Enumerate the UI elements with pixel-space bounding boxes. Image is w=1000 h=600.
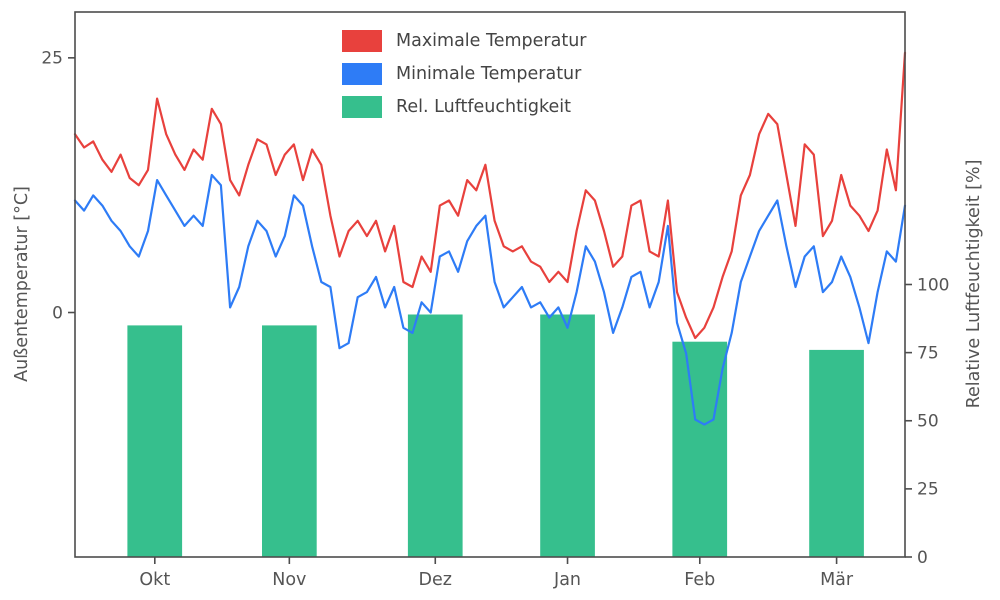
month-tick-label-Mär: Mär — [820, 570, 854, 590]
humidity-bar-Okt — [127, 325, 183, 557]
humidity-swatch — [342, 96, 382, 118]
humidity-bar-Mär — [809, 349, 864, 557]
right-tick-label: 100 — [917, 275, 949, 295]
humidity-bar-Nov — [262, 325, 317, 557]
month-tick-label-Feb: Feb — [684, 570, 715, 590]
legend-label-min-temp: Minimale Temperatur — [396, 64, 582, 84]
month-tick-label-Nov: Nov — [272, 570, 306, 590]
right-tick-label: 75 — [917, 343, 939, 363]
max-temp-line — [73, 51, 907, 340]
legend-item-min-temp: Minimale Temperatur — [342, 63, 586, 85]
humidity-bar-Jan — [540, 314, 595, 557]
month-tick-label-Dez: Dez — [419, 570, 452, 590]
month-tick-label-Jan: Jan — [553, 570, 581, 590]
legend-label-humidity: Rel. Luftfeuchtigkeit — [396, 97, 571, 117]
legend-label-max-temp: Maximale Temperatur — [396, 31, 587, 51]
right-tick-label: 0 — [917, 548, 928, 568]
max-temp-swatch — [342, 30, 382, 52]
humidity-bar-Feb — [672, 341, 728, 557]
legend-item-max-temp: Maximale Temperatur — [342, 30, 586, 52]
left-axis-title: Außentemperatur [°C] — [12, 186, 32, 382]
right-axis-title: Relative Luftfeuchtigkeit [%] — [964, 159, 984, 409]
legend-item-humidity: Rel. Luftfeuchtigkeit — [342, 96, 586, 118]
min-temp-line — [73, 173, 907, 426]
right-tick-label: 25 — [917, 480, 939, 500]
left-tick-label: 25 — [41, 49, 63, 69]
humidity-bar-Dez — [407, 314, 463, 557]
month-tick-label-Okt: Okt — [139, 570, 170, 590]
left-tick-label: 0 — [52, 303, 63, 323]
min-temp-swatch — [342, 63, 382, 85]
legend: Maximale Temperatur Minimale Temperatur … — [342, 30, 586, 118]
right-tick-label: 50 — [917, 412, 939, 432]
